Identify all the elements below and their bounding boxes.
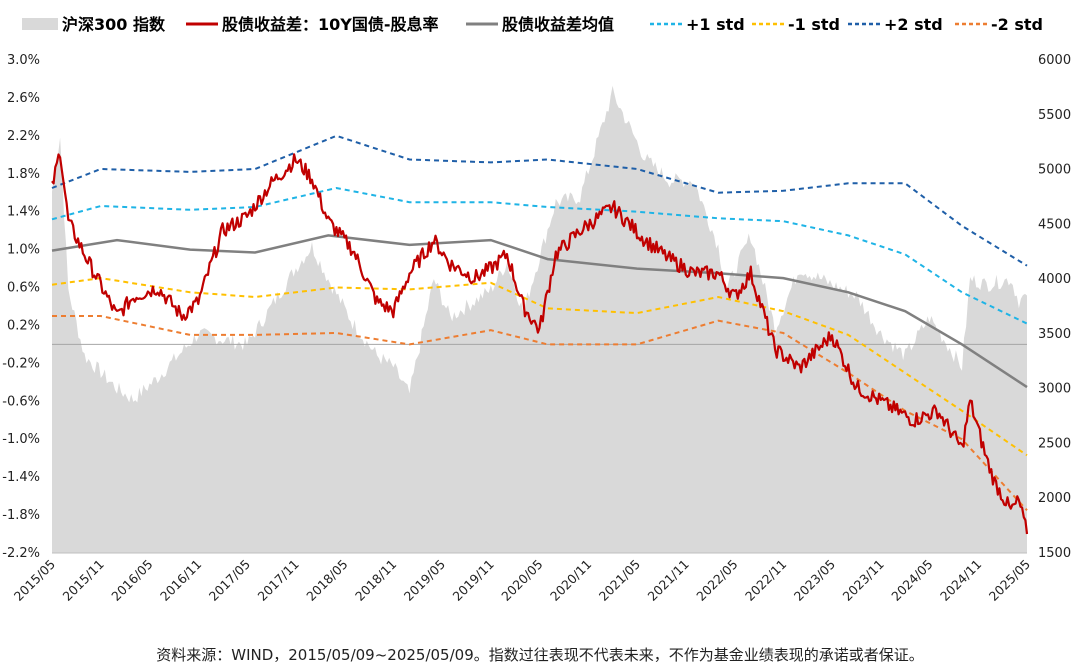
y-right-tick-label: 4000 (1038, 272, 1071, 287)
y-right-tick-label: 3500 (1038, 327, 1071, 342)
legend-item-minus2: -2 std (955, 15, 1043, 34)
x-tick-label: 2020/11 (547, 557, 594, 604)
x-tick-label: 2019/05 (401, 557, 448, 604)
chart-legend: 沪深300 指数 股债收益差：10Y国债-股息率 股债收益差均值 +1 std -1 s… (22, 15, 1043, 34)
x-tick-label: 2016/05 (108, 557, 155, 604)
y-right-tick-label: 3000 (1038, 382, 1071, 397)
y-right-tick-label: 6000 (1038, 53, 1071, 68)
index-area (52, 85, 1027, 554)
x-tick-label: 2022/05 (693, 557, 740, 604)
x-tick-label: 2019/11 (450, 557, 497, 604)
y-left-tick-label: 2.6% (7, 91, 40, 106)
plot-area (51, 85, 1029, 554)
y-right-tick-label: 4500 (1038, 217, 1071, 232)
x-tick-label: 2023/05 (791, 557, 838, 604)
legend-item-plus2: +2 std (848, 15, 943, 34)
x-tick-label: 2024/11 (937, 557, 984, 604)
legend-label: +2 std (884, 15, 943, 34)
legend-swatch (22, 18, 58, 30)
x-tick-label: 2021/11 (645, 557, 692, 604)
x-tick-label: 2020/05 (498, 557, 545, 604)
legend-item-minus1: -1 std (752, 15, 840, 34)
y-left-tick-label: -0.6% (2, 394, 40, 409)
y-left-tick-label: -0.2% (2, 356, 40, 371)
x-tick-label: 2022/11 (742, 557, 789, 604)
series-lines-layer (51, 134, 1029, 535)
y-right-tick-label: 5500 (1038, 108, 1071, 123)
y-left-tick-label: 1.0% (7, 243, 40, 258)
y-right-tick-label: 5000 (1038, 163, 1071, 178)
footer-note: 资料来源：WIND，2015/05/09~2025/05/09。指数过往表现不代… (156, 646, 924, 664)
legend-item-spread: 股债收益差：10Y国债-股息率 (186, 15, 439, 34)
y-left-tick-label: -1.0% (2, 432, 40, 447)
y-right-tick-label: 2500 (1038, 436, 1071, 451)
y-left-tick-label: 2.2% (7, 129, 40, 144)
y-left-tick-label: -1.8% (2, 508, 40, 523)
x-tick-label: 2016/11 (157, 557, 204, 604)
series-mean-line (51, 234, 1028, 389)
x-tick-label: 2018/11 (352, 557, 399, 604)
legend-item-mean: 股债收益差均值 (466, 15, 614, 34)
legend-label: -1 std (788, 15, 840, 34)
y-left-tick-label: 0.6% (7, 281, 40, 296)
y-right-tick-label: 2000 (1038, 491, 1071, 506)
x-tick-label: 2017/11 (255, 557, 302, 604)
y-left-tick-label: 1.8% (7, 167, 40, 182)
right-y-axis: 6000 5500 5000 4500 4000 3500 3000 2500 2000 1500 (1038, 53, 1071, 561)
x-tick-label: 2025/05 (986, 557, 1033, 604)
legend-label: 股债收益差：10Y国债-股息率 (222, 15, 439, 34)
x-tick-label: 2021/05 (596, 557, 643, 604)
index-area-layer (52, 85, 1027, 554)
x-tick-label: 2015/11 (60, 557, 107, 604)
x-tick-label: 2018/05 (303, 557, 350, 604)
legend-label: 沪深300 指数 (62, 15, 166, 34)
y-left-tick-label: 3.0% (7, 53, 40, 68)
x-tick-label: 2017/05 (206, 557, 253, 604)
legend-label: 股债收益差均值 (502, 15, 614, 34)
y-left-tick-label: 0.2% (7, 318, 40, 333)
y-left-tick-label: -2.2% (2, 546, 40, 561)
x-tick-label: 2015/05 (11, 557, 58, 604)
y-left-tick-label: -1.4% (2, 470, 40, 485)
legend-label: -2 std (991, 15, 1043, 34)
legend-item-plus1: +1 std (650, 15, 745, 34)
x-tick-label: 2024/05 (888, 557, 935, 604)
y-left-tick-label: 1.4% (7, 205, 40, 220)
x-axis: 2015/05 2015/11 2016/05 2016/11 2017/05 2017/… (11, 552, 1033, 604)
series-minus1-line (51, 277, 1028, 457)
series-plus2-line (51, 134, 1028, 267)
y-right-tick-label: 1500 (1038, 546, 1071, 561)
legend-label: +1 std (686, 15, 745, 34)
x-tick-label: 2023/11 (840, 557, 887, 604)
legend-item-index: 沪深300 指数 (22, 15, 166, 34)
left-y-axis: 3.0% 2.6% 2.2% 1.8% 1.4% 1.0% 0.6% 0.2% -0.2% -0.… (2, 53, 40, 561)
series-spread-line (51, 153, 1029, 535)
